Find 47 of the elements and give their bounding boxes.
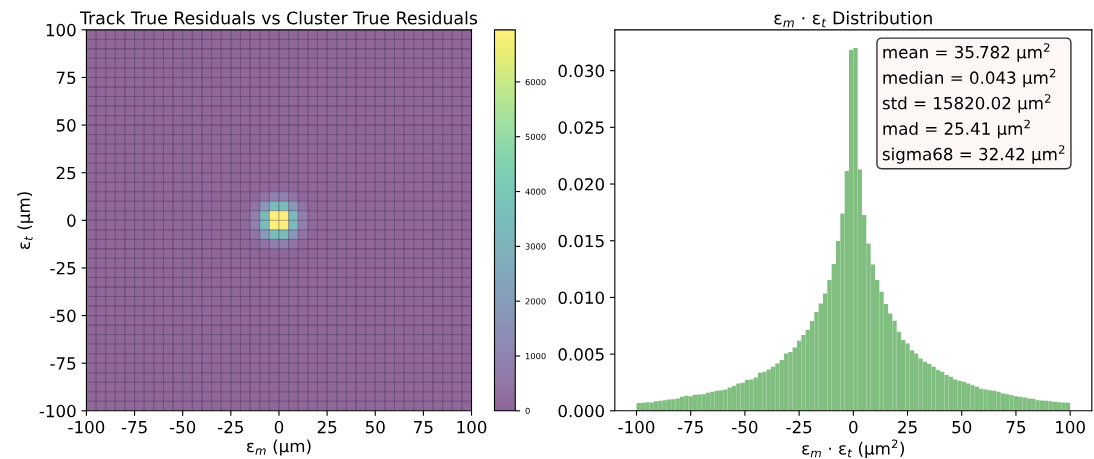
x-tick-label: -25 [786,420,812,434]
x-tick-label: -100 [68,420,105,434]
y-tick-label: 25 [56,166,76,180]
x-tick-label: -75 [121,421,147,434]
color-bar-label: 3000 [525,243,546,250]
color-bar-label: 0 [525,407,530,415]
color-bar-label: 4000 [525,188,546,195]
color-bar-label: 2000 [525,298,546,305]
x-tick-label: 100 [1056,420,1085,434]
y-tick-label: 0.000 [558,404,604,418]
y-tick-label: 0.010 [558,291,604,304]
y-tick-label: 50 [56,119,76,132]
color-bar-label: 6000 [525,78,546,86]
x-tick-label: 75 [1006,421,1026,434]
x-tick-label: -50 [169,420,196,434]
x-tick-label: -75 [677,421,703,434]
x-tick-label: -50 [732,420,758,434]
y-tick-label: 100 [46,23,76,37]
color-bar-label: 5000 [525,133,546,141]
x-tick-label: 50 [952,420,972,434]
x-tick-label: 100 [457,420,487,434]
x-axis-title: ε$_{m}$ (μm) [246,439,311,456]
y-tick-label: 0.005 [558,348,604,361]
x-tick-label: -100 [618,420,655,434]
x-tick-label: 50 [365,420,385,434]
x-tick-label: 0 [274,420,284,434]
x-tick-label: 0 [849,420,858,434]
text: mean = 35.782 μm$^{2}$ median = 0.043 μm$^{2}$ std = 15820.02 μm$^{2}$ mad = 25.41 μm$^{2}$ sigma68 = 32.42 μm$^{2}$ [882,43,1065,164]
color-bar-label: 1000 [525,352,546,360]
y-tick-label: 75 [56,71,76,85]
y-tick-label: -100 [39,404,76,418]
y-tick-label: 0.015 [558,234,604,248]
x-tick-label: 25 [317,420,337,434]
y-tick-label: 0.020 [558,178,604,191]
y-tick-label: -75 [50,357,76,370]
x-axis-title: ε$_{m}$ · ε$_{t}$ (μm$^{2}$) [802,439,904,458]
y-tick-label: -25 [50,261,76,275]
y-tick-label: -50 [50,309,76,323]
y-tick-label: 0 [67,214,76,227]
x-tick-label: -25 [218,420,243,434]
chart-title: ε$_{m}$ · ε$_{t}$ Distribution [774,11,932,28]
x-tick-label: 25 [898,420,917,434]
y-tick-label: 0.025 [558,121,604,134]
chart-title: Track True Residuals vs Cluster True Residuals [79,11,478,25]
x-tick-label: 75 [414,421,433,434]
y-axis-title: ε$_{t}$ (μm) [17,192,34,249]
y-tick-label: 0.030 [558,64,604,78]
